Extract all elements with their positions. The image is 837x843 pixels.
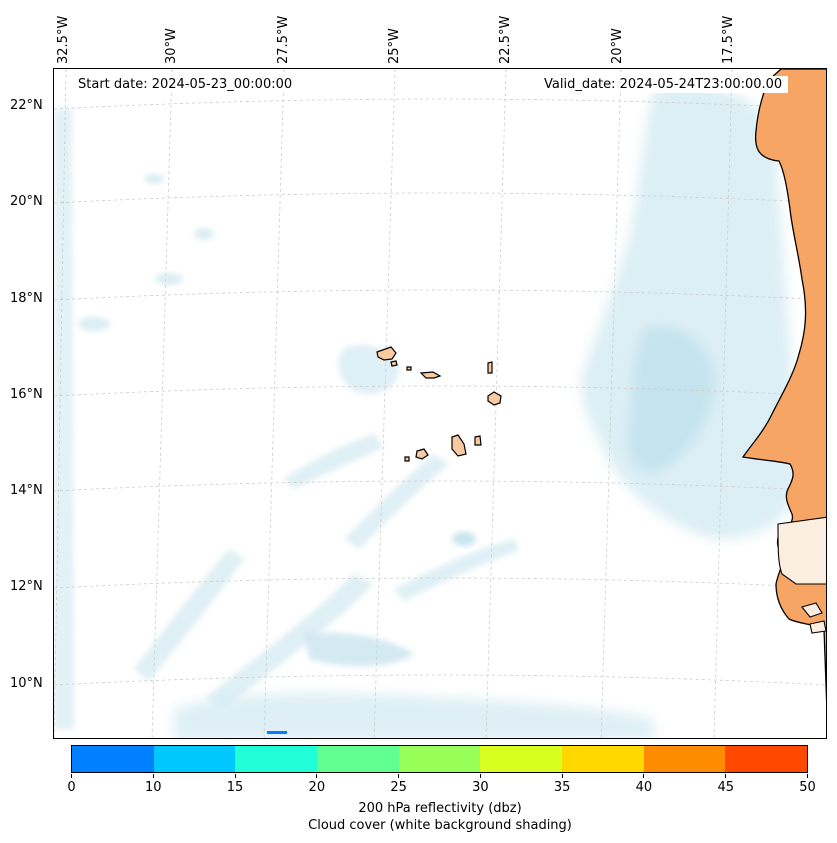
colorbar-tick-mark [316, 774, 318, 778]
island-brava [404, 456, 410, 462]
cape-verde-islands [376, 346, 502, 462]
island-maio [474, 435, 482, 446]
cloud-blob-a [155, 273, 183, 285]
island-sao-nicolau [419, 371, 442, 379]
lat-label-20n: 20°N [10, 194, 43, 209]
colorbar-tick-label: 15 [226, 780, 244, 795]
colorbar-segment [562, 746, 644, 772]
lon-label-27-5w: 27.5°W [276, 15, 291, 64]
lon-label-32-5w: 32.5°W [56, 15, 71, 64]
colorbar-tick-label: 35 [553, 780, 571, 795]
colorbar-segment [398, 746, 481, 772]
lon-label-30w: 30°W [164, 28, 179, 64]
map-canvas [54, 69, 826, 738]
island-sal [487, 361, 493, 374]
lon-label-17-5w: 17.5°W [721, 15, 736, 64]
coast-islet-a [801, 602, 823, 618]
coast-detail-south [777, 516, 826, 634]
parallel-20n [54, 192, 826, 204]
island-santiago [451, 434, 467, 457]
reflectivity-speck [267, 731, 287, 734]
colorbar-tick-mark [643, 774, 645, 778]
cloud-band-west-edge [54, 109, 74, 729]
colorbar-label-cloud-cover: Cloud cover (white background shading) [308, 818, 572, 833]
graticule [54, 69, 826, 738]
meridian-17-5w [713, 69, 733, 738]
colorbar-segment [480, 746, 563, 772]
colorbar-segment [72, 746, 154, 772]
colorbar-tick-label: 30 [472, 780, 489, 795]
parallel-14n [54, 480, 826, 492]
colorbar-tick-mark [152, 774, 154, 778]
colorbar-tick-label: 20 [308, 780, 326, 795]
cloud-band-south [174, 692, 654, 738]
colorbar-segment [317, 746, 399, 772]
cloud-blob-b [78, 317, 110, 331]
colorbar [71, 745, 808, 773]
colorbar-tick-mark [398, 774, 400, 778]
island-fogo [415, 448, 429, 460]
lon-label-25w: 25°W [387, 28, 402, 64]
cloud-streak-4 [344, 454, 449, 549]
cloud-blob-c [194, 228, 214, 240]
colorbar-tick-label: 45 [717, 780, 734, 795]
cloud-patch-south-mid [304, 632, 414, 666]
meridian-22-5w [485, 69, 507, 738]
colorbar-tick-label: 10 [144, 780, 162, 795]
parallel-18n [54, 289, 826, 301]
colorbar-tick-label: 50 [799, 780, 816, 795]
colorbar-tick-mark [725, 774, 727, 778]
cloud-streak-3 [284, 434, 384, 489]
cloud-blob-d [452, 532, 476, 546]
start-date-label: Start date: 2024-05-23_00:00:00 [72, 76, 299, 93]
coast-islet-b [809, 620, 826, 634]
colorbar-label-reflectivity: 200 hPa reflectivity (dbz) [358, 801, 522, 816]
lat-label-14n: 14°N [10, 483, 43, 498]
cloud-blob-e [144, 174, 164, 184]
parallel-10n [54, 674, 826, 686]
lat-label-22n: 22°N [10, 98, 43, 113]
colorbar-tick-mark [561, 774, 563, 778]
meridian-32-5w [54, 69, 67, 738]
colorbar-tick-label: 40 [635, 780, 653, 795]
valid-date-label: Valid_date: 2024-05-24T23:00:00.00 [538, 76, 789, 93]
lat-label-10n: 10°N [10, 676, 43, 691]
colorbar-tick-mark [71, 774, 72, 778]
colorbar-tick-mark [807, 774, 808, 778]
meridian-27-5w [263, 69, 285, 738]
island-santa-luzia [406, 366, 412, 371]
colorbar-segment [235, 746, 318, 772]
colorbar-segment [643, 746, 726, 772]
cloud-band-east-core [628, 326, 715, 472]
colorbar-tick-mark [234, 774, 236, 778]
parallel-12n [54, 577, 826, 589]
cloud-streak-5 [394, 539, 519, 601]
colorbar-tick-label: 25 [390, 780, 407, 795]
cloud-streak-1 [134, 549, 244, 681]
lat-label-16n: 16°N [10, 387, 43, 402]
island-santo-antao [376, 346, 397, 361]
map-panel [53, 68, 827, 739]
parallel-16n [54, 385, 826, 397]
lon-label-22-5w: 22.5°W [498, 15, 513, 64]
meridian-25w [373, 69, 396, 738]
colorbar-tick-mark [479, 774, 481, 778]
lon-label-20w: 20°W [610, 28, 625, 64]
island-boa-vista [487, 391, 502, 406]
meridian-20w [600, 69, 622, 738]
cloud-cover [54, 85, 799, 738]
colorbar-segment [153, 746, 236, 772]
lat-label-12n: 12°N [10, 579, 43, 594]
colorbar-segment [725, 746, 808, 772]
cloud-streak-2 [204, 574, 374, 709]
meridian-30w [151, 69, 173, 738]
parallel-22n [54, 98, 826, 110]
colorbar-tick-label: 0 [67, 780, 76, 795]
island-sao-vicente [390, 360, 398, 367]
lat-label-18n: 18°N [10, 291, 43, 306]
coast-peninsula-a [777, 516, 826, 585]
